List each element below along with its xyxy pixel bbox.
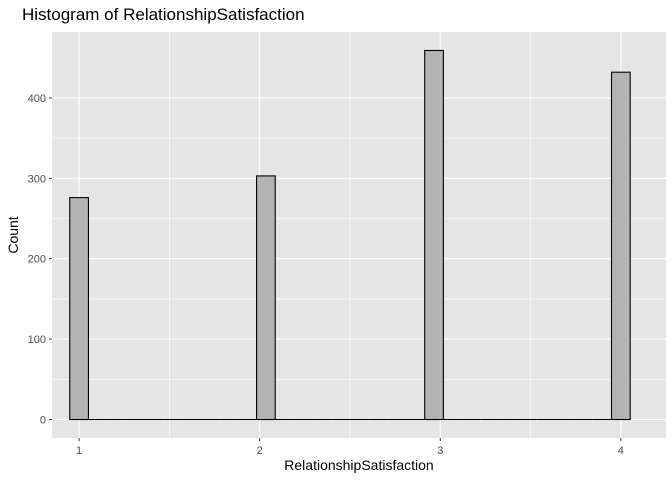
histogram-bar — [424, 49, 444, 421]
y-tick-label: 0 — [40, 415, 46, 427]
x-axis: 1 2 3 4 — [76, 438, 624, 457]
y-axis-title: Count — [5, 216, 21, 253]
histogram-bar — [69, 197, 89, 421]
histogram-bars — [69, 49, 631, 421]
x-tick-label: 4 — [618, 445, 624, 457]
x-axis-title: RelationshipSatisfaction — [284, 457, 433, 473]
y-tick-label: 300 — [28, 173, 46, 185]
x-tick-label: 2 — [257, 445, 263, 457]
y-axis: 0 100 200 300 400 — [28, 93, 52, 427]
y-tick-label: 200 — [28, 254, 46, 266]
x-tick-label: 3 — [437, 445, 443, 457]
minor-gridlines — [52, 32, 666, 438]
histogram-bar — [256, 175, 276, 421]
y-tick-label: 100 — [28, 334, 46, 346]
y-tick-label: 400 — [28, 93, 46, 105]
plot-panel — [52, 32, 666, 438]
chart-title: Histogram of RelationshipSatisfaction — [22, 5, 305, 24]
x-tick-label: 1 — [76, 445, 82, 457]
histogram-bar — [610, 71, 631, 421]
